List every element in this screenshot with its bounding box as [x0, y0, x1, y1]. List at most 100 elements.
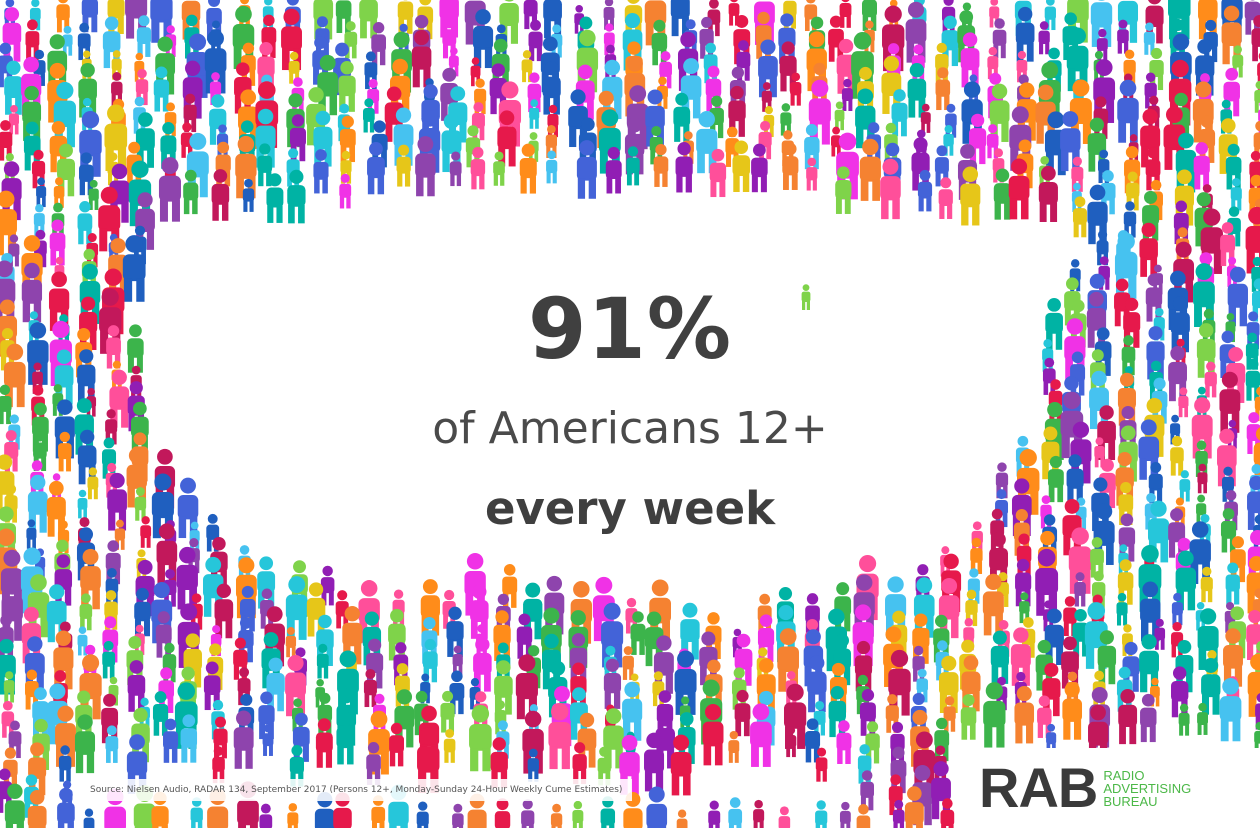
- person-icon: [989, 83, 1010, 142]
- person-icon: [527, 72, 542, 113]
- person-icon: [852, 604, 874, 667]
- person-icon: [266, 173, 284, 223]
- person-icon: [935, 67, 951, 111]
- person-icon: [938, 177, 953, 219]
- person-icon: [651, 19, 668, 66]
- person-icon: [960, 166, 981, 226]
- person-icon: [1246, 609, 1260, 661]
- person-icon: [306, 582, 326, 637]
- person-icon: [1225, 562, 1240, 605]
- person-icon: [702, 704, 724, 766]
- person-icon: [416, 801, 429, 828]
- person-icon: [993, 168, 1012, 220]
- person-icon: [21, 262, 43, 323]
- person-icon: [1044, 0, 1056, 31]
- person-icon: [1118, 688, 1138, 745]
- person-icon: [912, 613, 930, 664]
- person-icon: [676, 809, 688, 828]
- person-icon: [1117, 19, 1129, 54]
- rab-logo-line-2: ADVERTISING: [1103, 780, 1192, 796]
- person-icon: [62, 25, 73, 56]
- rab-logo-line-3: BUREAU: [1103, 793, 1158, 809]
- person-icon: [79, 152, 94, 196]
- person-icon: [1251, 15, 1260, 62]
- person-icon: [652, 671, 665, 707]
- person-icon: [884, 122, 898, 163]
- person-icon: [1149, 47, 1164, 91]
- person-icon: [931, 761, 951, 820]
- person-icon: [58, 431, 72, 472]
- person-icon: [396, 144, 411, 187]
- person-icon: [105, 725, 119, 763]
- person-icon: [79, 593, 93, 631]
- person-icon: [109, 369, 130, 428]
- person-icon: [1038, 165, 1058, 223]
- person-icon: [548, 703, 571, 770]
- person-icon: [107, 472, 127, 531]
- person-icon: [1178, 387, 1189, 418]
- person-icon: [1089, 370, 1109, 430]
- person-icon: [449, 151, 462, 187]
- person-icon: [1195, 440, 1208, 477]
- person-icon: [136, 15, 152, 57]
- person-icon: [315, 718, 333, 768]
- person-icon: [287, 803, 299, 828]
- person-icon: [603, 658, 622, 709]
- stat-description: of Americans 12+: [432, 403, 828, 454]
- person-icon: [815, 747, 828, 782]
- person-icon: [597, 746, 611, 786]
- person-icon: [28, 742, 47, 796]
- person-icon: [153, 66, 170, 112]
- person-icon: [675, 142, 693, 193]
- person-icon: [152, 691, 169, 736]
- person-icon: [320, 565, 335, 606]
- person-icon: [758, 39, 778, 98]
- person-icon: [528, 19, 543, 62]
- person-icon: [366, 742, 381, 785]
- person-icon: [88, 179, 99, 210]
- person-icon: [499, 0, 519, 44]
- person-icon: [79, 296, 98, 350]
- person-icon: [1173, 200, 1189, 245]
- person-icon: [36, 177, 47, 208]
- person-icon: [861, 0, 877, 31]
- person-icon: [622, 646, 634, 680]
- person-icon: [1219, 677, 1242, 742]
- person-icon: [470, 146, 486, 190]
- person-icon: [1223, 628, 1243, 687]
- person-icon: [888, 774, 903, 816]
- rab-logo: RAB RADIO ADVERTISING BUREAU: [955, 748, 1260, 828]
- person-icon: [1175, 550, 1197, 611]
- person-icon: [411, 30, 432, 88]
- person-icon: [940, 798, 955, 828]
- person-icon: [546, 150, 558, 184]
- person-icon: [938, 577, 960, 639]
- person-icon: [780, 103, 792, 136]
- person-icon: [830, 126, 842, 157]
- person-icon: [542, 61, 561, 115]
- person-icon: [805, 718, 821, 763]
- person-icon: [287, 169, 306, 224]
- person-icon: [519, 143, 537, 194]
- person-icon: [204, 30, 227, 94]
- person-icon: [1139, 222, 1158, 277]
- person-icon: [757, 614, 775, 662]
- person-icon: [1146, 326, 1165, 380]
- person-icon: [1072, 196, 1087, 238]
- person-icon: [1217, 428, 1237, 487]
- person-icon: [1117, 79, 1139, 143]
- person-icon: [1170, 435, 1184, 476]
- person-icon: [653, 144, 669, 187]
- person-icon: [56, 0, 70, 33]
- person-icon: [670, 734, 692, 796]
- person-icon: [1066, 454, 1084, 505]
- person-icon: [917, 169, 933, 212]
- person-icon: [29, 0, 41, 31]
- person-icon: [865, 721, 880, 764]
- person-icon: [104, 104, 128, 172]
- person-icon: [469, 704, 492, 772]
- person-icon: [389, 722, 405, 767]
- person-icon: [366, 638, 384, 689]
- person-icon: [27, 322, 49, 385]
